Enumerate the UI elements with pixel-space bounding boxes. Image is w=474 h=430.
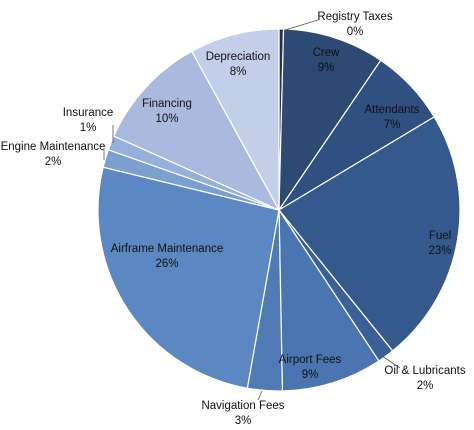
slice-name: Depreciation (206, 51, 271, 63)
leader-line (257, 390, 263, 401)
slice-percent: 23% (428, 245, 451, 257)
slice-percent: 0% (347, 26, 364, 38)
slice-name: Navigation Fees (201, 400, 284, 412)
slice-name: Financing (142, 98, 192, 110)
slice-percent: 10% (155, 113, 178, 125)
slice-percent: 2% (45, 156, 62, 168)
slice-name: Insurance (63, 107, 114, 119)
slice-name: Attendants (365, 104, 420, 116)
pie-slice-airframe-maintenance (97, 166, 280, 389)
slice-name: Fuel (429, 230, 451, 242)
slice-percent: 3% (235, 415, 252, 427)
slice-percent: 9% (318, 62, 335, 74)
slice-label: Attendants 7% (365, 104, 420, 131)
slice-label: Depreciation 8% (206, 51, 271, 78)
pie-slice-airport-fees (278, 207, 380, 392)
slice-name: Crew (313, 47, 341, 59)
slice-label: Crew 9% (313, 47, 341, 74)
slice-label: Airframe Maintenance 26% (111, 243, 224, 270)
slice-label: Insurance 1% (63, 107, 114, 134)
slice-label: Engine Maintenance 2% (1, 141, 106, 168)
slice-label: Registry Taxes 0% (317, 11, 392, 38)
leader-line (381, 355, 401, 369)
pie-slice-fuel (278, 116, 461, 352)
slice-percent: 9% (302, 369, 319, 381)
leader-lines (103, 19, 401, 401)
pie-slice-financing (113, 50, 281, 212)
slice-label: Navigation Fees 3% (201, 400, 284, 427)
slice-percent: 26% (155, 258, 178, 270)
slice-name: Engine Maintenance (1, 141, 106, 153)
slice-label: Financing 10% (142, 98, 192, 125)
slice-percent: 2% (417, 380, 434, 392)
slice-label: Fuel 23% (428, 230, 451, 257)
leader-line (284, 19, 319, 31)
pie-slices (97, 28, 461, 392)
slice-name: Airframe Maintenance (111, 243, 224, 255)
slice-percent: 8% (230, 66, 247, 78)
slice-labels: Registry Taxes 0% Crew 9% Attendants 7% Fuel 23… (1, 11, 466, 427)
slice-label: Oil & Lubricants 2% (384, 365, 465, 392)
slice-percent: 7% (384, 119, 401, 131)
slice-name: Registry Taxes (317, 11, 392, 23)
slice-name: Airport Fees (279, 354, 342, 366)
slice-name: Oil & Lubricants (384, 365, 465, 377)
pie-slice-depreciation (190, 28, 280, 211)
slice-label: Airport Fees 9% (279, 354, 342, 381)
slice-percent: 1% (80, 122, 97, 134)
